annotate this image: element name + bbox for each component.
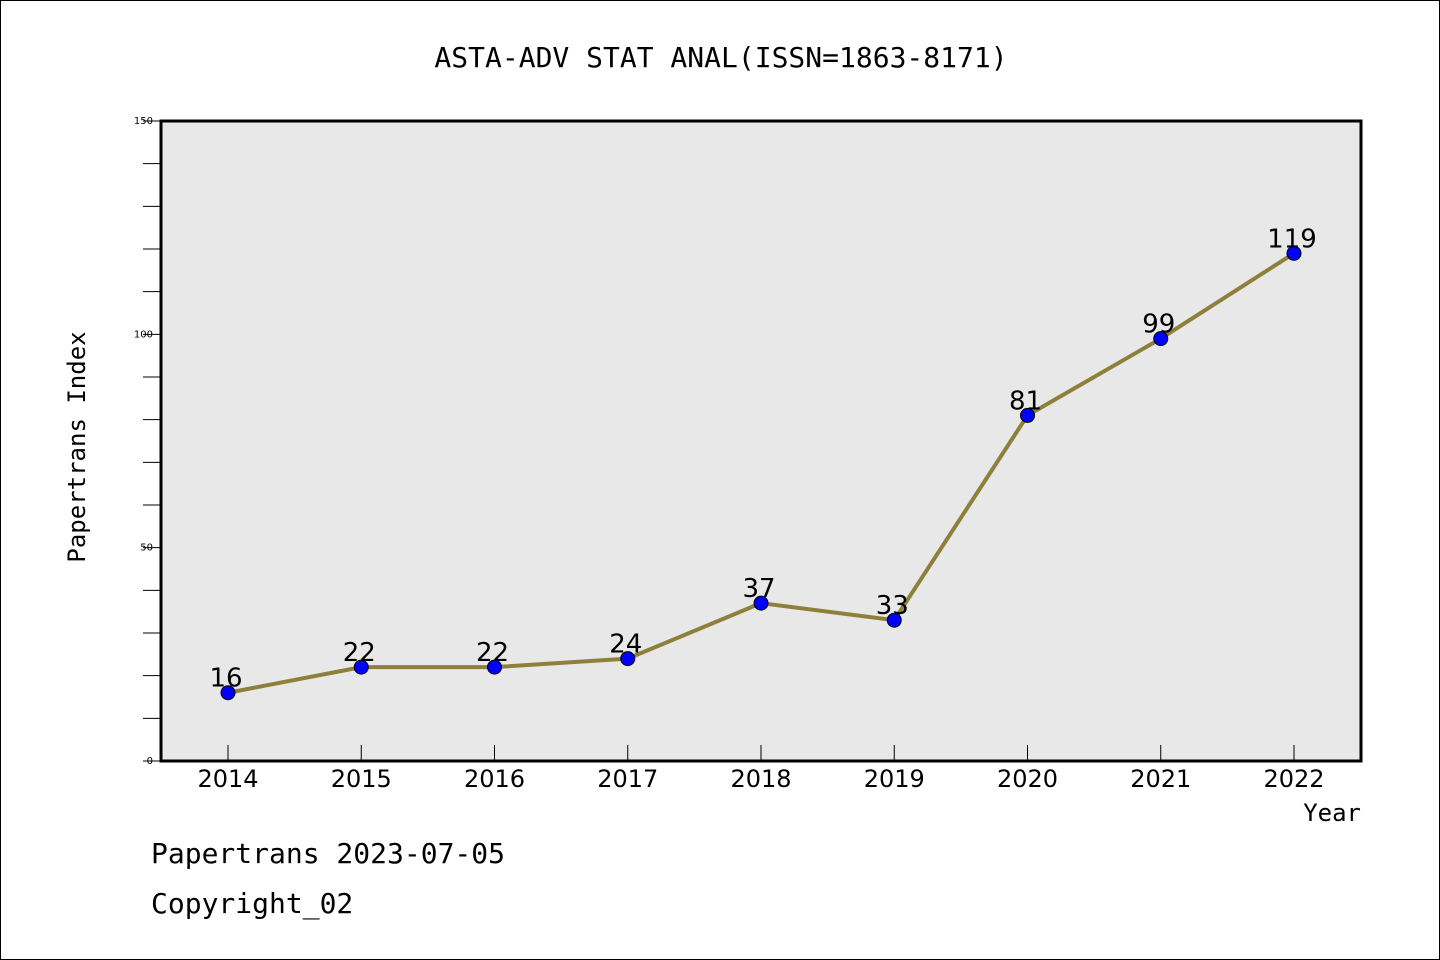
x-tick-label: 2022	[1263, 765, 1324, 793]
data-label: 22	[476, 638, 509, 668]
y-tick-label: 150	[134, 116, 153, 127]
y-tick-label: 50	[140, 543, 153, 554]
y-tick-label: 100	[134, 329, 153, 340]
x-axis-label: Year	[1303, 799, 1361, 827]
x-tick-label: 2021	[1130, 765, 1191, 793]
x-tick-label: 2015	[331, 765, 392, 793]
plot-area	[161, 121, 1361, 761]
x-tick-label: 2019	[864, 765, 925, 793]
data-label: 99	[1142, 310, 1175, 340]
data-label: 24	[609, 630, 642, 660]
data-label: 119	[1267, 224, 1317, 254]
data-label: 81	[1009, 386, 1042, 416]
data-point	[487, 659, 502, 675]
x-tick-label: 2016	[464, 765, 525, 793]
data-point	[1153, 331, 1169, 347]
data-label: 22	[343, 638, 376, 668]
data-point	[220, 685, 236, 701]
x-tick-label: 2014	[197, 765, 258, 793]
data-point	[353, 659, 369, 675]
footer-copyright: Copyright_02	[151, 887, 354, 920]
x-tick-label: 2017	[597, 765, 658, 793]
data-label: 16	[209, 664, 242, 694]
data-point	[620, 651, 636, 667]
data-point	[886, 612, 902, 628]
footer-date: Papertrans 2023-07-05	[151, 837, 506, 870]
x-tick-label: 2020	[997, 765, 1058, 793]
data-point	[1286, 245, 1302, 261]
y-tick-label: 0	[147, 756, 153, 767]
data-label: 33	[876, 591, 909, 621]
chart-title: ASTA-ADV STAT ANAL(ISSN=1863-8171)	[434, 41, 1007, 74]
data-point	[1020, 407, 1035, 423]
plot-border	[159, 119, 1363, 763]
y-axis-label: Papertrans Index	[63, 331, 91, 562]
data-point	[753, 595, 769, 611]
data-label: 37	[742, 574, 775, 604]
x-tick-label: 2018	[730, 765, 791, 793]
